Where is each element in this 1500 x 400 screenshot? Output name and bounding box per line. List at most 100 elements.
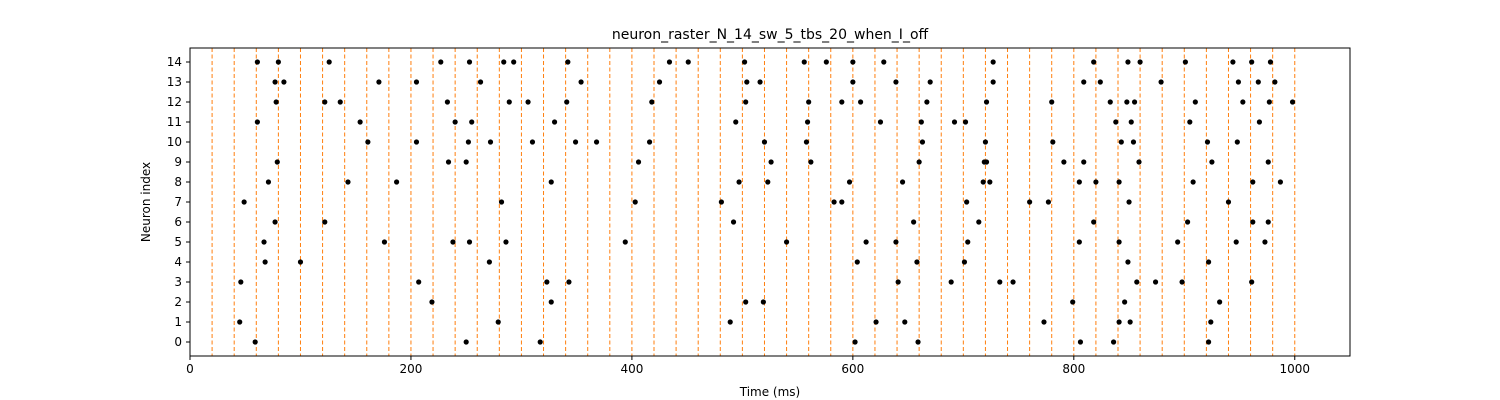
- spike-point: [902, 319, 908, 325]
- spike-point: [326, 59, 332, 65]
- spike-point: [237, 319, 243, 325]
- x-tick-label: 1000: [1279, 362, 1310, 376]
- spike-point: [262, 259, 268, 265]
- spike-point: [881, 59, 887, 65]
- y-tick-label: 9: [174, 155, 182, 169]
- spike-point: [416, 279, 422, 285]
- spike-point: [893, 239, 899, 245]
- spike-point: [1122, 299, 1128, 305]
- spike-point: [863, 239, 869, 245]
- spike-point: [322, 219, 328, 225]
- spike-point: [857, 99, 864, 105]
- x-tick-label: 0: [186, 362, 194, 376]
- spike-point: [537, 339, 543, 345]
- spike-point: [685, 59, 691, 65]
- spike-point: [1091, 59, 1097, 65]
- spike-point: [951, 119, 958, 125]
- chart-title: neuron_raster_N_14_sw_5_tbs_20_when_I_of…: [612, 27, 929, 43]
- spike-point: [1233, 239, 1239, 245]
- y-tick-label: 2: [174, 295, 182, 309]
- spike-point: [1113, 119, 1119, 125]
- spike-point: [919, 139, 926, 145]
- spike-point: [1265, 219, 1271, 225]
- spike-point: [801, 59, 807, 65]
- spike-point: [916, 159, 922, 165]
- spike-point: [1125, 259, 1131, 265]
- spike-point: [254, 59, 260, 65]
- spike-point: [345, 179, 351, 185]
- spike-point: [1131, 99, 1138, 105]
- spike-point: [1204, 139, 1211, 145]
- spike-point: [1185, 219, 1191, 225]
- spike-point: [1107, 99, 1113, 105]
- y-tick-label: 14: [167, 55, 182, 69]
- spike-point: [768, 159, 774, 165]
- spike-point: [987, 179, 993, 185]
- spike-point: [548, 179, 554, 185]
- spike-point: [238, 279, 244, 285]
- spike-point: [365, 139, 371, 145]
- spike-point: [438, 59, 444, 65]
- spike-point: [1081, 159, 1087, 165]
- spike-point: [1126, 199, 1132, 205]
- spike-point: [1050, 139, 1056, 145]
- spike-point: [501, 59, 507, 65]
- spike-point: [1136, 159, 1142, 165]
- spike-point: [1234, 139, 1240, 145]
- spike-point: [976, 219, 982, 225]
- spike-point: [275, 59, 281, 65]
- spike-point: [445, 159, 452, 165]
- x-tick-label: 400: [620, 362, 643, 376]
- spike-point: [1077, 339, 1084, 345]
- spike-point: [1256, 119, 1263, 125]
- spike-point: [666, 59, 673, 65]
- spike-point: [846, 179, 853, 185]
- spike-point: [783, 239, 790, 245]
- y-tick-label: 13: [167, 75, 182, 89]
- spike-point: [744, 79, 750, 85]
- spike-point: [948, 279, 954, 285]
- spike-point: [850, 79, 856, 85]
- spike-point: [511, 59, 517, 65]
- spike-points: [237, 59, 1296, 345]
- y-tick-label: 0: [174, 335, 182, 349]
- spike-point: [743, 99, 749, 105]
- spike-point: [1125, 59, 1131, 65]
- spike-point: [962, 119, 969, 125]
- y-tick-label: 8: [174, 175, 182, 189]
- spike-point: [997, 279, 1003, 285]
- spike-point: [965, 239, 971, 245]
- x-tick-label: 600: [841, 362, 864, 376]
- x-axis-label: Time (ms): [739, 385, 801, 399]
- spike-point: [1076, 239, 1082, 245]
- spike-point: [831, 199, 837, 205]
- spike-point: [760, 299, 766, 305]
- spike-point: [730, 219, 737, 225]
- spike-point: [983, 99, 990, 105]
- spike-point: [924, 99, 930, 105]
- spike-point: [899, 179, 906, 185]
- spike-point: [429, 299, 435, 305]
- spike-point: [1266, 99, 1272, 105]
- spike-point: [525, 99, 531, 105]
- vertical-lines: [211, 48, 1296, 356]
- spike-point: [413, 79, 420, 85]
- spike-point: [1152, 279, 1159, 285]
- spike-point: [877, 119, 884, 125]
- spike-point: [1061, 159, 1067, 165]
- spike-point: [1116, 179, 1122, 185]
- spike-point: [463, 339, 469, 345]
- spike-point: [854, 259, 860, 265]
- spike-point: [961, 259, 968, 265]
- plot-frame: [189, 47, 1351, 357]
- x-tick-label: 200: [399, 362, 422, 376]
- spike-point: [578, 79, 584, 85]
- spike-point: [990, 79, 996, 85]
- spike-point: [915, 339, 921, 345]
- spike-point: [1249, 59, 1255, 65]
- y-tick-label: 3: [174, 275, 182, 289]
- spike-point: [322, 99, 328, 105]
- spike-point: [850, 59, 856, 65]
- spike-point: [736, 179, 742, 185]
